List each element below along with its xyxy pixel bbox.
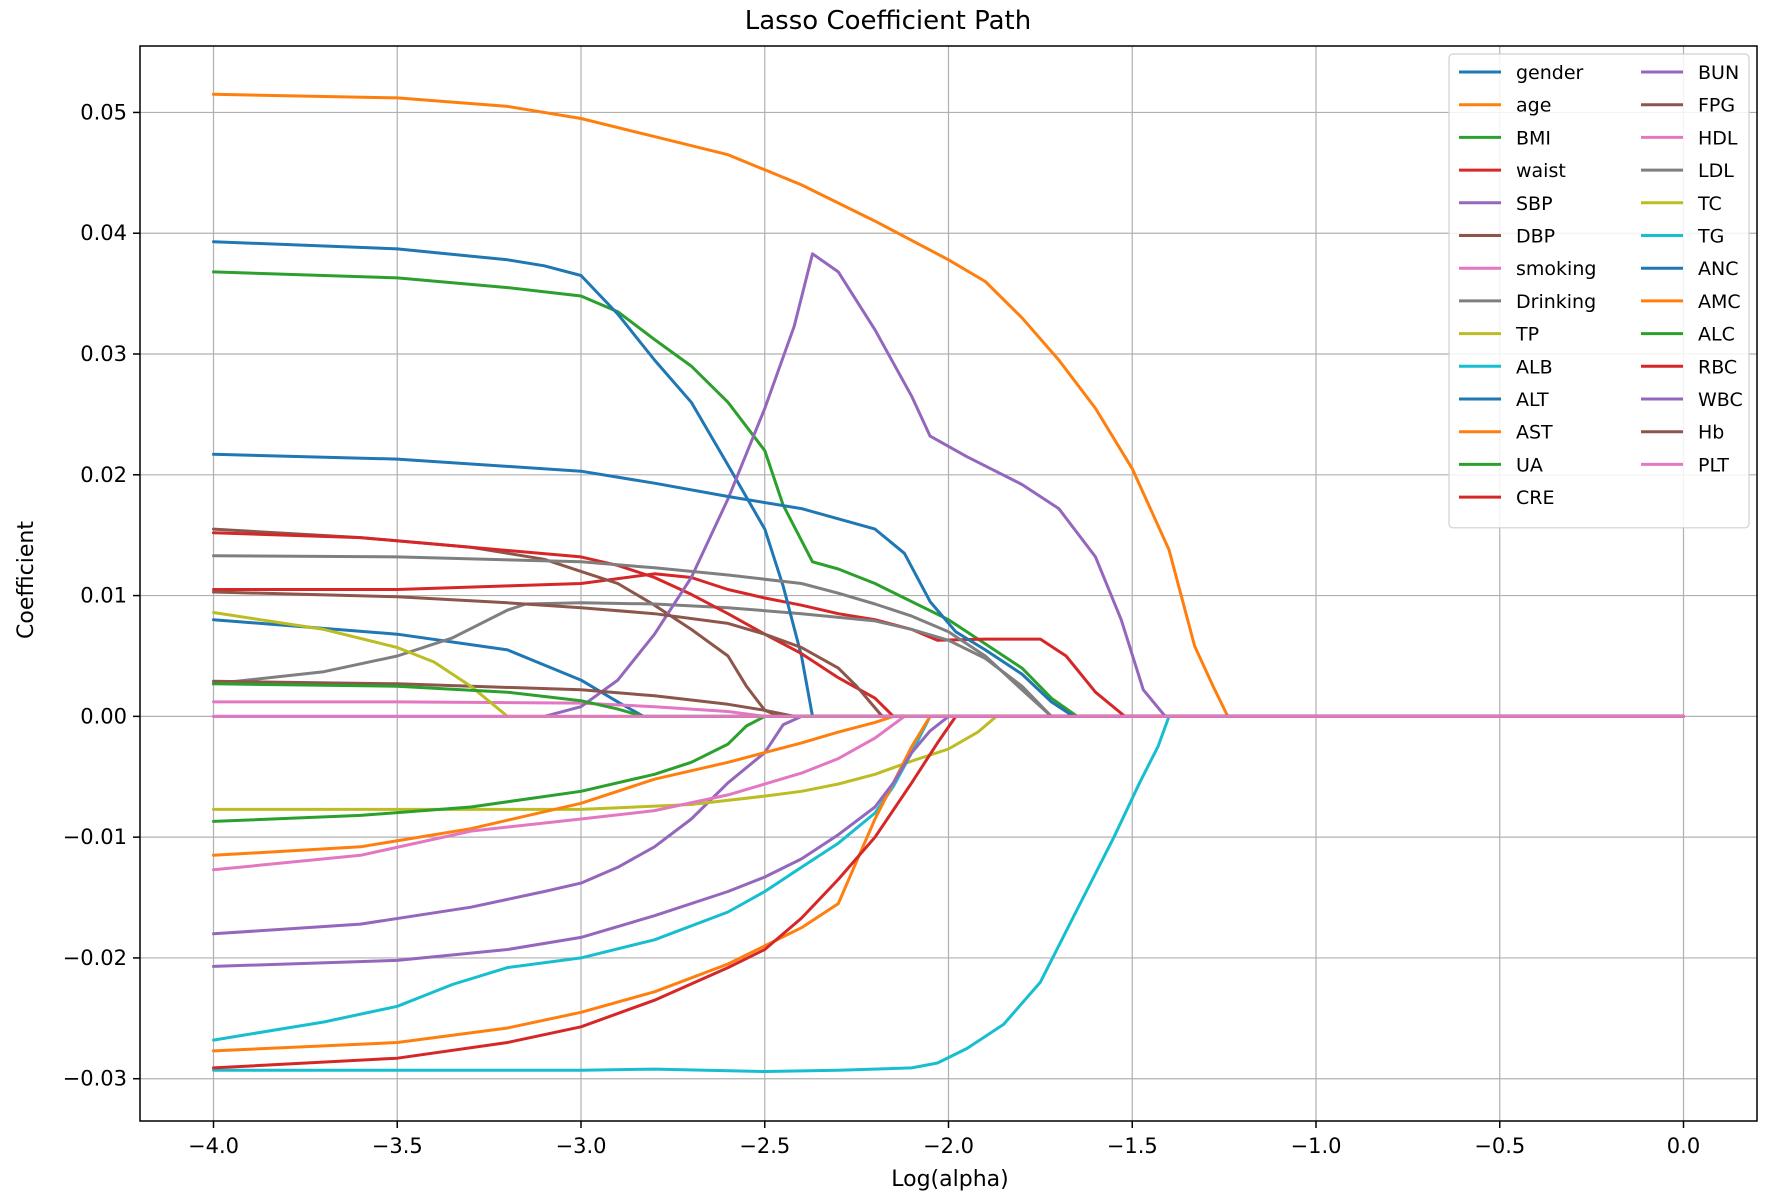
legend-label: Drinking	[1516, 291, 1596, 313]
legend-item-fpg: FPG	[1641, 95, 1735, 117]
legend-label: waist	[1516, 160, 1566, 182]
legend-item-rbc: RBC	[1641, 356, 1737, 378]
legend-item-alc: ALC	[1641, 324, 1735, 346]
series-line-ast	[212, 714, 1685, 857]
legend-item-smoking: smoking	[1459, 258, 1596, 280]
legend-label: ALT	[1516, 389, 1549, 411]
y-tick-label: 0.01	[80, 584, 127, 608]
legend-label: AST	[1516, 422, 1553, 444]
legend-item-tp: TP	[1459, 324, 1539, 346]
legend-label: Hb	[1698, 422, 1724, 444]
legend-label: ANC	[1698, 258, 1738, 280]
series-line-ldl	[212, 554, 1685, 718]
legend-item-sbp: SBP	[1459, 193, 1553, 215]
y-tick-label: 0.03	[80, 342, 127, 366]
y-tick-label: −0.01	[63, 825, 127, 849]
legend-item-waist: waist	[1459, 160, 1566, 182]
legend-item-alt: ALT	[1459, 389, 1549, 411]
legend-item-tg: TG	[1641, 226, 1724, 248]
legend-item-tc: TC	[1641, 193, 1722, 215]
y-tick-label: −0.02	[63, 946, 127, 970]
legend: gender age BMI waist SBP DBP smoking Drinking TP…	[1448, 53, 1750, 529]
legend-item-drinking: Drinking	[1459, 291, 1596, 313]
x-tick-label: −1.0	[1291, 1134, 1342, 1158]
x-tick-label: −4.0	[188, 1134, 239, 1158]
legend-label: TG	[1697, 226, 1724, 248]
series-line-waist	[212, 572, 1685, 718]
legend-label: smoking	[1516, 258, 1596, 280]
series-line-hdl	[212, 714, 1685, 872]
series-line-sbp	[212, 714, 1685, 936]
legend-label: DBP	[1516, 226, 1555, 248]
y-tick-label: 0.00	[80, 704, 127, 728]
x-tick-label: −3.5	[372, 1134, 423, 1158]
legend-label: SBP	[1516, 193, 1553, 215]
legend-label: CRE	[1516, 487, 1554, 509]
legend-label: age	[1516, 95, 1551, 117]
series-line-anc	[212, 452, 1685, 718]
chart-title: Lasso Coefficient Path	[745, 6, 1031, 36]
legend-item-gender: gender	[1459, 62, 1584, 84]
legend-label: BUN	[1698, 62, 1739, 84]
series-line-cre	[212, 531, 1685, 718]
legend-label: RBC	[1698, 356, 1737, 378]
series-line-wbc	[212, 714, 1685, 968]
legend-item-age: age	[1459, 95, 1551, 117]
legend-label: gender	[1516, 62, 1584, 84]
series-line-tp	[212, 714, 1685, 811]
series-line-alt	[212, 240, 1685, 718]
legend-item-cre: CRE	[1459, 487, 1554, 509]
legend-item-ldl: LDL	[1641, 160, 1734, 182]
y-tick-label: 0.02	[80, 463, 127, 487]
y-tick-label: 0.05	[80, 100, 127, 124]
series-line-bun	[212, 252, 1685, 718]
legend-item-hb: Hb	[1641, 422, 1724, 444]
series-line-ua	[212, 714, 1685, 823]
legend-box	[1448, 53, 1750, 529]
series-line-age	[212, 92, 1685, 718]
legend-label: AMC	[1698, 291, 1741, 313]
legend-label: BMI	[1516, 127, 1551, 149]
legend-item-plt: PLT	[1641, 454, 1729, 476]
legend-item-anc: ANC	[1641, 258, 1738, 280]
x-tick-label: −0.5	[1474, 1134, 1525, 1158]
x-tick-label: 0.0	[1667, 1134, 1700, 1158]
legend-item-alb: ALB	[1459, 356, 1553, 378]
legend-item-ast: AST	[1459, 422, 1553, 444]
x-axis-label: Log(alpha)	[891, 1167, 1008, 1192]
y-axis-ticks: −0.03 −0.02 −0.01 0.00 0.01 0.02 0.03 0.04 0.05	[63, 100, 140, 1091]
legend-label: UA	[1516, 454, 1543, 476]
legend-label: FPG	[1698, 95, 1735, 117]
x-tick-label: −2.5	[739, 1134, 790, 1158]
x-tick-label: −1.5	[1107, 1134, 1158, 1158]
legend-label: ALC	[1698, 324, 1735, 346]
x-tick-label: −3.0	[556, 1134, 607, 1158]
series-line-hb	[212, 590, 1685, 718]
legend-label: ALB	[1516, 356, 1553, 378]
series-line-tg	[212, 714, 1685, 1073]
legend-label: WBC	[1698, 389, 1743, 411]
legend-label: PLT	[1698, 454, 1729, 476]
y-tick-label: −0.03	[63, 1067, 127, 1091]
legend-label: HDL	[1698, 127, 1738, 149]
legend-item-amc: AMC	[1641, 291, 1741, 313]
series-line-rbc	[212, 714, 1685, 1070]
series-line-bmi	[212, 270, 1685, 718]
y-axis-label: Coefficient	[14, 521, 39, 639]
legend-label: LDL	[1698, 160, 1734, 182]
series-line-amc	[212, 714, 1685, 1053]
x-tick-label: −2.0	[923, 1134, 974, 1158]
legend-item-dbp: DBP	[1459, 226, 1555, 248]
x-axis-ticks: −4.0 −3.5 −3.0 −2.5 −2.0 −1.5 −1.0 −0.5 0.0	[188, 1121, 1700, 1158]
legend-item-ua: UA	[1459, 454, 1543, 476]
legend-item-bmi: BMI	[1459, 127, 1551, 149]
legend-item-hdl: HDL	[1641, 127, 1738, 149]
legend-item-bun: BUN	[1641, 62, 1739, 84]
legend-item-wbc: WBC	[1641, 389, 1743, 411]
legend-label: TC	[1697, 193, 1722, 215]
y-tick-label: 0.04	[80, 221, 127, 245]
series-lines	[212, 92, 1685, 1073]
legend-label: TP	[1515, 324, 1539, 346]
